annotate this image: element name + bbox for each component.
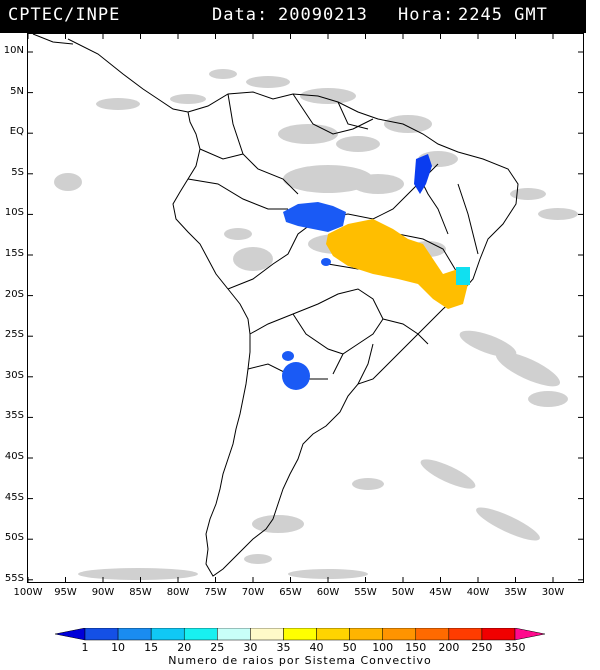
colorbar-swatch bbox=[349, 628, 383, 641]
cloud-cover-layer bbox=[54, 69, 578, 580]
lon-label: 60W bbox=[316, 587, 340, 598]
date-label: Data: bbox=[212, 5, 269, 25]
colorbar-tick-label: 150 bbox=[405, 641, 427, 654]
lat-label: 10S bbox=[4, 207, 24, 219]
colorbar-swatch bbox=[250, 628, 284, 641]
lat-label: 10N bbox=[3, 45, 24, 56]
lon-label: 75W bbox=[204, 587, 227, 598]
convective-blob-south bbox=[282, 362, 310, 390]
convective-cyan-spot bbox=[456, 267, 470, 285]
lon-label: 80W bbox=[166, 587, 190, 598]
convective-blob-west-central bbox=[283, 202, 346, 232]
colorbar-swatch bbox=[316, 628, 350, 641]
colorbar-swatch bbox=[150, 628, 185, 641]
colorbar-swatch bbox=[382, 628, 417, 641]
colorbar-swatch bbox=[415, 628, 450, 641]
colorbar-swatch bbox=[448, 628, 483, 641]
colorbar-tick-label: 10 bbox=[111, 641, 126, 654]
colorbar-tick-label: 100 bbox=[372, 641, 394, 654]
lat-label: 30S bbox=[4, 369, 24, 381]
hour-value: 2245 GMT bbox=[458, 5, 548, 25]
lat-label: 5S bbox=[11, 166, 24, 178]
colorbar-swatch bbox=[217, 628, 251, 641]
colorbar-tick-label: 20 bbox=[177, 641, 192, 654]
colorbar bbox=[55, 628, 545, 641]
colorbar-swatch bbox=[481, 628, 516, 641]
convective-blob-orange bbox=[326, 219, 468, 309]
colorbar-tick-label: 50 bbox=[342, 641, 357, 654]
lon-label: 50W bbox=[391, 587, 415, 598]
lon-label: 65W bbox=[279, 587, 302, 598]
lat-label: 50S bbox=[4, 532, 24, 544]
convective-blob-south-small bbox=[282, 351, 294, 361]
map-svg bbox=[27, 33, 583, 582]
colorbar-tick-label: 40 bbox=[309, 641, 324, 654]
colorbar-swatch bbox=[55, 628, 86, 641]
colorbar-tick-label: 1 bbox=[81, 641, 89, 654]
lat-label: 35S bbox=[4, 410, 24, 422]
colorbar-tick-label: 15 bbox=[144, 641, 159, 654]
colorbar-swatch bbox=[183, 628, 218, 641]
lat-label: 45S bbox=[4, 491, 24, 503]
lat-label: 20S bbox=[4, 288, 24, 300]
lon-label: 90W bbox=[91, 587, 115, 598]
lon-label: 45W bbox=[429, 587, 452, 598]
map-header: CPTEC/INPE Data: 20090213 Hora: 2245 GMT bbox=[0, 0, 586, 33]
date-value: 20090213 bbox=[278, 5, 368, 25]
lat-label: 25S bbox=[4, 329, 24, 341]
hour-label: Hora: bbox=[398, 5, 455, 25]
colorbar-swatch bbox=[514, 628, 545, 641]
lightning-systems-layer bbox=[282, 154, 470, 390]
colorbar-swatch bbox=[283, 628, 317, 641]
lon-label: 55W bbox=[354, 587, 377, 598]
lon-label: 30W bbox=[541, 587, 565, 598]
lat-label: 40S bbox=[4, 451, 24, 462]
lon-label: 100W bbox=[13, 587, 43, 598]
lon-label: 85W bbox=[129, 587, 152, 598]
lat-label: 15S bbox=[4, 248, 24, 259]
lon-label: 70W bbox=[241, 587, 265, 598]
colorbar-label: Numero de raios por Sistema Convectivo bbox=[168, 654, 432, 667]
colorbar-tick-label: 250 bbox=[471, 641, 493, 654]
colorbar-tick-label: 25 bbox=[210, 641, 225, 654]
colorbar-tick-label: 200 bbox=[438, 641, 460, 654]
map-panel bbox=[27, 33, 584, 583]
lon-label: 40W bbox=[466, 587, 490, 598]
convective-blob-west-small bbox=[321, 258, 331, 266]
source-title: CPTEC/INPE bbox=[8, 5, 121, 25]
colorbar-tick-label: 35 bbox=[276, 641, 291, 654]
colorbar-tick-label: 30 bbox=[243, 641, 258, 654]
grid-ticks bbox=[27, 34, 583, 582]
colorbar-swatch bbox=[84, 628, 119, 641]
lat-label: 55S bbox=[4, 572, 24, 584]
lon-label: 35W bbox=[504, 587, 527, 598]
convective-blob-north-ne bbox=[414, 154, 432, 194]
lat-label: EQ bbox=[9, 126, 24, 138]
lon-label: 95W bbox=[54, 587, 77, 598]
colorbar-tick-label: 350 bbox=[504, 641, 526, 654]
lat-label: 5N bbox=[10, 85, 24, 97]
colorbar-swatch bbox=[117, 628, 152, 641]
